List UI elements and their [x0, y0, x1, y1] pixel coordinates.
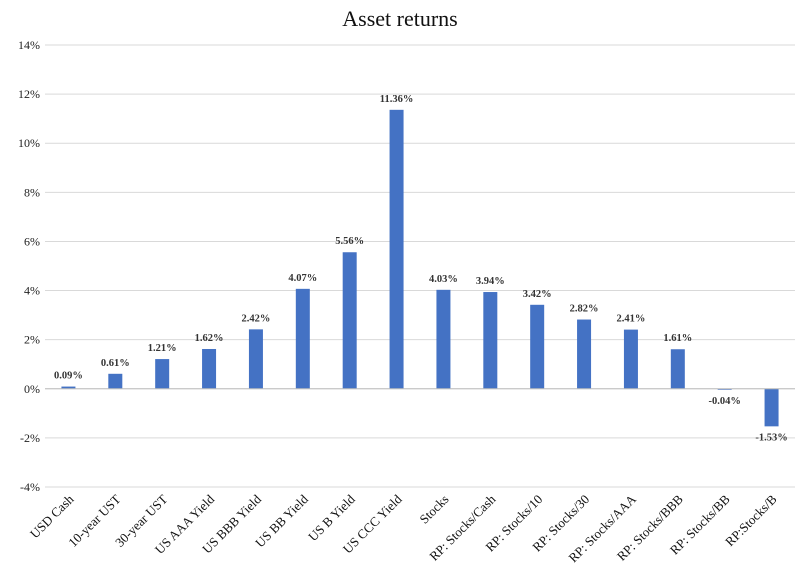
data-label: 3.94% [476, 276, 505, 287]
data-label: 4.07% [288, 273, 317, 284]
x-category-label: Stocks [416, 492, 451, 527]
bar [530, 304, 545, 389]
y-tick-label: 6% [24, 234, 40, 248]
chart-title: Asset returns [342, 6, 458, 31]
bar [623, 329, 638, 389]
data-label: 2.42% [242, 313, 271, 324]
y-tick-label: 8% [24, 185, 40, 199]
bar [342, 252, 357, 389]
bar [61, 386, 76, 389]
y-tick-label: 12% [18, 87, 40, 101]
bar [295, 288, 310, 389]
y-tick-label: 0% [24, 382, 40, 396]
y-tick-label: -2% [20, 431, 40, 445]
data-label: -0.04% [709, 396, 741, 407]
data-label: 2.82% [570, 304, 599, 315]
y-tick-label: -4% [20, 480, 40, 494]
data-label: 4.03% [429, 274, 458, 285]
data-label: 0.61% [101, 358, 130, 369]
bar [248, 329, 263, 389]
bar [108, 373, 123, 389]
bar [670, 349, 685, 389]
data-label: 2.41% [617, 314, 646, 325]
bar [577, 319, 592, 389]
data-label: 1.21% [148, 343, 177, 354]
bar [436, 289, 451, 389]
data-label: 1.61% [663, 333, 692, 344]
x-category-label: RP:Stocks/B [722, 491, 780, 549]
bar [389, 109, 404, 389]
y-tick-label: 14% [18, 38, 40, 52]
data-label: 5.56% [335, 236, 364, 247]
data-label: -1.53% [755, 432, 787, 443]
bar [202, 348, 217, 389]
data-label: 1.62% [195, 333, 224, 344]
y-tick-label: 2% [24, 333, 40, 347]
data-label: 3.42% [523, 289, 552, 300]
data-label: 0.09% [54, 371, 83, 382]
data-label: 11.36% [380, 94, 414, 105]
bar [764, 388, 779, 427]
bar [483, 292, 498, 389]
y-tick-label: 4% [24, 284, 40, 298]
y-tick-label: 10% [18, 136, 40, 150]
bar [155, 359, 170, 389]
